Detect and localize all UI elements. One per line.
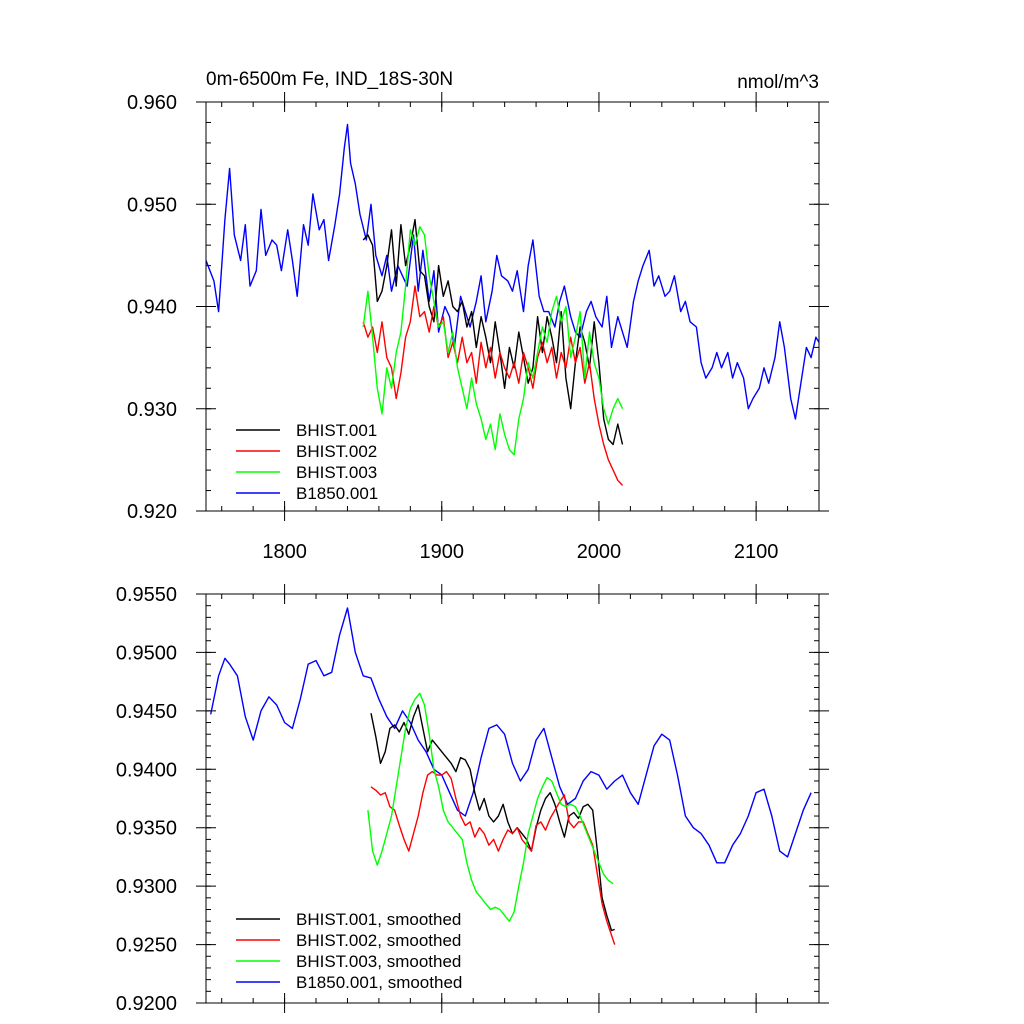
y-tick-label: 0.9200 — [116, 993, 177, 1015]
legend-label-b1850-001-smoothed: B1850.001, smoothed — [296, 973, 462, 992]
legend-label-bhist-001: BHIST.001 — [296, 421, 377, 440]
legend: BHIST.001, smoothed BHIST.002, smoothed BH… — [236, 910, 462, 992]
units-label: nmol/m^3 — [737, 72, 819, 93]
y-tick-label: 0.9500 — [116, 642, 177, 664]
legend-label-bhist-002: BHIST.002 — [296, 442, 377, 461]
y-tick-label: 0.9450 — [116, 701, 177, 723]
legend-label-bhist-002-smoothed: BHIST.002, smoothed — [296, 931, 461, 950]
y-tick-label: 0.9250 — [116, 935, 177, 957]
legend-label-b1850-001: B1850.001 — [296, 484, 378, 503]
top-panel: 0m-6500m Fe, IND_18S-30N nmol/m^3 1800 1900… — [127, 69, 829, 563]
y-tick-label: 0.9300 — [116, 876, 177, 898]
chart-title: 0m-6500m Fe, IND_18S-30N — [206, 69, 453, 90]
plot-frame — [205, 101, 820, 512]
legend-label-bhist-001-smoothed: BHIST.001, smoothed — [296, 910, 461, 929]
series-line-bhist-003-smoothed — [367, 692, 614, 922]
x-tick-label: 1800 — [262, 541, 307, 563]
series-line-bhist-002 — [362, 285, 624, 486]
series-line-bhist-002-smoothed — [370, 770, 616, 945]
y-tick-label: 0.940 — [127, 297, 177, 319]
legend-label-bhist-003: BHIST.003 — [296, 463, 377, 482]
y-tick-label: 0.950 — [127, 194, 177, 216]
series-line-bhist-003 — [362, 225, 624, 456]
series-group — [210, 607, 812, 945]
bottom-panel: 0.9200 0.9250 0.9300 0.9350 0.9400 0.9450 0.95… — [116, 584, 829, 1015]
series-line-b1850-001 — [206, 123, 819, 420]
legend: BHIST.001 BHIST.002 BHIST.003 B1850.001 — [236, 421, 378, 503]
y-tick-label: 0.9350 — [116, 818, 177, 840]
x-tick-label: 2000 — [577, 541, 622, 563]
y-tick-label: 0.960 — [127, 92, 177, 114]
series-line-bhist-001-smoothed — [370, 704, 615, 932]
series-group — [206, 123, 819, 486]
y-tick-label: 0.9400 — [116, 759, 177, 781]
y-tick-label: 0.920 — [127, 501, 177, 523]
series-line-bhist-001 — [362, 218, 624, 446]
series-line-b1850-001-smoothed — [210, 607, 812, 864]
y-tick-label: 0.930 — [127, 399, 177, 421]
x-tick-label: 2100 — [734, 541, 779, 563]
x-tick-label: 1900 — [420, 541, 465, 563]
plot-frame — [205, 593, 820, 1004]
legend-label-bhist-003-smoothed: BHIST.003, smoothed — [296, 952, 461, 971]
y-tick-label: 0.9550 — [116, 584, 177, 606]
